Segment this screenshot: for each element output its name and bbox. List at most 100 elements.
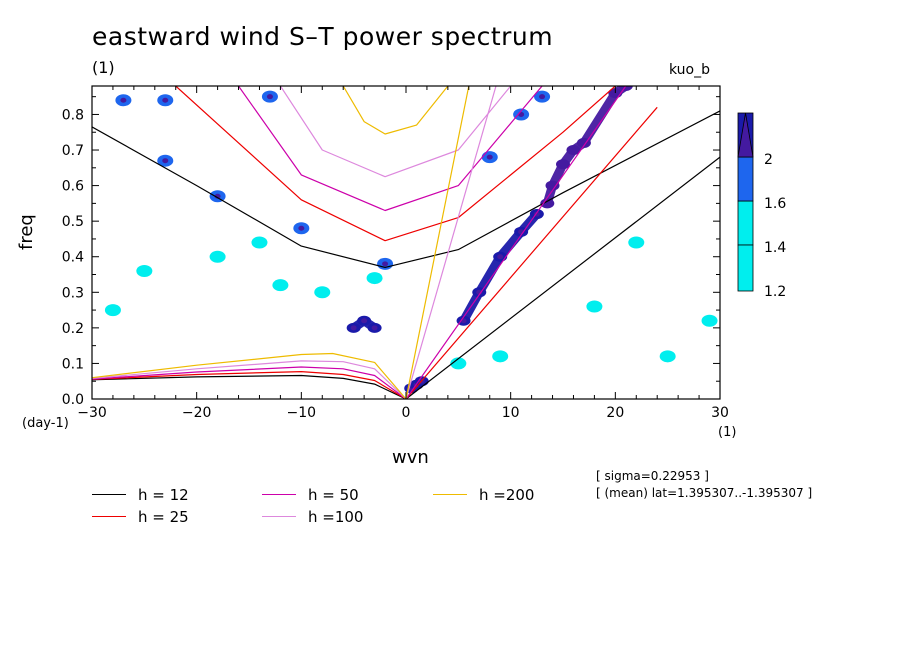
- power-core-5-3: [570, 147, 577, 153]
- colorbar-segment: [737, 112, 754, 158]
- power-blob-5-2: [556, 159, 570, 170]
- experiment-label: kuo_b: [669, 62, 711, 78]
- power-core-5-6: [622, 86, 629, 89]
- power-blob-0-6: [366, 272, 383, 285]
- y-tick-label: 0.4: [62, 250, 84, 266]
- power-core-3-0: [350, 325, 357, 331]
- y-tick-label: 0.0: [62, 392, 84, 408]
- colorbar-label: 2: [764, 152, 773, 168]
- colorbar-segment-bottom: [737, 244, 754, 292]
- power-blob-1-7: [481, 151, 498, 164]
- power-shading: [104, 86, 718, 394]
- legend-swatch-h25: [92, 516, 126, 517]
- power-core-5-5: [612, 90, 619, 96]
- power-blob-5-4: [576, 137, 591, 148]
- power-blob-1-5: [293, 222, 310, 235]
- y-tick-label: 0.3: [62, 285, 84, 301]
- power-blob-0-9: [586, 300, 603, 313]
- power-core-5-2: [560, 161, 566, 167]
- power-region-3: [349, 316, 380, 333]
- power-region-5: [542, 86, 631, 208]
- colorbar-label: 1.4: [764, 240, 786, 256]
- x-tick-label: −10: [287, 405, 317, 421]
- power-blob-2-3: [514, 226, 529, 237]
- power-blob-5-0: [540, 198, 555, 209]
- power-blob-0-12: [701, 314, 718, 327]
- unit-subtitle: (1): [92, 58, 115, 77]
- legend-label-h100: h =100: [308, 508, 364, 526]
- kelvin-line-h100: [405, 86, 497, 399]
- colorbar-segment: [737, 200, 754, 246]
- power-core-4-2: [418, 378, 425, 384]
- power-blob-2-2: [493, 251, 508, 262]
- power-core-2-2: [497, 254, 504, 260]
- power-core-5-1: [549, 183, 556, 189]
- power-core-5-0: [544, 200, 551, 206]
- power-core-2-4: [533, 211, 540, 217]
- y-tick-label: 0.6: [62, 179, 84, 195]
- power-blob-3-1: [357, 315, 372, 326]
- power-blob-0-10: [628, 236, 645, 249]
- y-tick-label: 0.1: [62, 356, 84, 372]
- power-core-4-1: [413, 382, 420, 388]
- dispersion-curves: [92, 86, 720, 399]
- kelvin-line-h12: [405, 156, 720, 399]
- power-core-3-2: [371, 325, 378, 331]
- colorbar-segment: [737, 156, 754, 202]
- colorbar: 1.2 1.4 1.6 2: [737, 112, 786, 300]
- legend-swatch-h50: [262, 494, 296, 495]
- power-blob-2-4: [529, 209, 544, 220]
- x-tick-label: 30: [711, 405, 729, 421]
- power-core-2-0: [460, 318, 467, 324]
- legend-label-h200: h =200: [479, 486, 535, 504]
- rossby-curve-h100: [92, 360, 407, 399]
- legend-label-h50: h = 50: [308, 486, 359, 504]
- power-core-1-2: [266, 94, 273, 100]
- legend-swatch-h100: [262, 516, 296, 517]
- power-core-1-3: [214, 193, 221, 199]
- y-tick-label: 0.2: [62, 321, 84, 337]
- power-core-4-0: [408, 385, 415, 391]
- gravity-curve-h100: [279, 86, 512, 178]
- colorbar-top-triangle: [737, 112, 754, 158]
- power-core-1-5: [298, 225, 305, 231]
- power-blob-0-7: [450, 357, 467, 370]
- power-blob-4-1: [409, 379, 424, 390]
- x-tick-label: −20: [182, 405, 212, 421]
- gravity-curve-h12: [92, 110, 720, 268]
- rossby-curve-h12: [92, 374, 407, 399]
- x-tick-label: 0: [402, 405, 411, 421]
- power-core-2-1: [476, 289, 483, 295]
- power-blob-0-0: [104, 304, 121, 317]
- y-axis-unit: (day-1): [22, 416, 69, 431]
- power-blob-1-6: [377, 257, 394, 270]
- power-core-1-6: [382, 261, 389, 267]
- power-blob-4-0: [404, 383, 419, 394]
- kelvin-line-h50: [405, 86, 627, 399]
- legend-swatch-h200: [433, 494, 467, 495]
- power-blob-0-3: [251, 236, 268, 249]
- power-core-1-7: [486, 154, 493, 160]
- rossby-curve-h200: [92, 352, 407, 399]
- power-core-1-4: [162, 158, 169, 164]
- kelvin-line-h200: [405, 86, 470, 399]
- power-blob-5-6: [618, 86, 633, 91]
- gravity-curve-h200: [342, 86, 449, 135]
- gravity-curve-h25: [175, 86, 616, 242]
- power-blob-1-3: [209, 190, 226, 203]
- power-blob-1-8: [513, 108, 530, 121]
- power-blob-0-8: [492, 350, 509, 363]
- y-axis-label: freq: [16, 214, 37, 250]
- x-axis-label: wvn: [392, 447, 429, 468]
- y-tick-label: 0.8: [62, 107, 84, 123]
- legend-label-h25: h = 25: [138, 508, 189, 526]
- rossby-curve-h25: [92, 371, 407, 399]
- power-blob-0-1: [136, 264, 153, 277]
- power-blob-1-2: [261, 90, 278, 103]
- power-blob-2-0: [456, 315, 471, 326]
- latitude-info: [ (mean) lat=1.395307..-1.395307 ]: [596, 486, 813, 500]
- power-region-4: [406, 376, 427, 393]
- x-axis-unit: (1): [718, 425, 737, 440]
- plot-frame: [91, 85, 721, 400]
